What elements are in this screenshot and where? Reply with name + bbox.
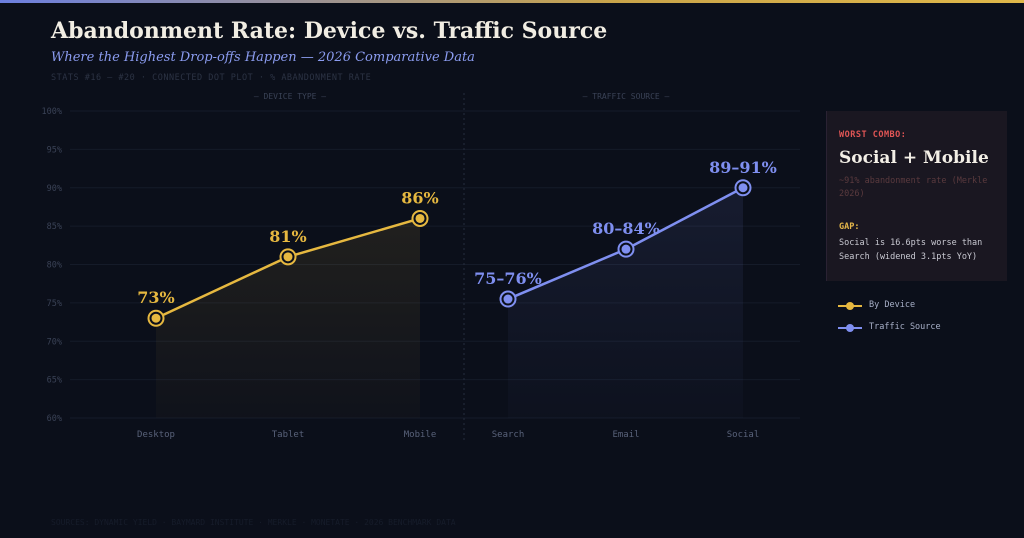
data-label: 75–76% (474, 269, 542, 288)
data-point (621, 244, 631, 254)
data-label: 86% (401, 188, 438, 207)
y-tick-label: 70% (47, 337, 62, 347)
series-area (508, 187, 743, 418)
callout-subtext: ~91% abandonment rate (Merkle 2026) (839, 176, 988, 199)
worst-combo-callout: WORST COMBO: Social + Mobile ~91% abando… (826, 111, 1007, 281)
callout-title: Social + Mobile (839, 148, 989, 168)
top-accent-bar (0, 0, 1024, 3)
y-tick-label: 85% (47, 222, 62, 232)
y-tick-label: 95% (47, 145, 62, 155)
legend-dot-swatch (846, 324, 854, 332)
data-point (283, 252, 293, 262)
y-tick-label: 100% (42, 107, 62, 117)
legend-dot-swatch (846, 302, 854, 310)
callout-heading: WORST COMBO: (839, 130, 907, 140)
data-label: 80–84% (592, 219, 660, 238)
legend-label-device: By Device (869, 300, 916, 310)
gap-text: Social is 16.6pts worse than Search (wid… (839, 238, 983, 262)
legend-label-traffic: Traffic Source (869, 322, 941, 332)
data-point (503, 294, 513, 304)
y-tick-label: 65% (47, 376, 62, 386)
group-heading: — TRAFFIC SOURCE — (583, 92, 670, 101)
data-label: 89–91% (709, 158, 777, 177)
group-heading: — DEVICE TYPE — (254, 92, 326, 101)
y-tick-label: 90% (47, 184, 62, 194)
page-subtitle: Where the Highest Drop-offs Happen — 202… (51, 50, 475, 65)
x-tick-label: Mobile (404, 430, 437, 440)
x-tick-label: Tablet (272, 430, 305, 440)
x-tick-label: Desktop (137, 430, 175, 440)
gap-heading: GAP: (839, 222, 860, 232)
y-tick-label: 80% (47, 261, 62, 271)
y-tick-label: 75% (47, 299, 62, 309)
data-label: 73% (137, 288, 174, 307)
x-tick-label: Email (612, 430, 639, 440)
y-tick-label: 60% (47, 414, 62, 424)
data-point (151, 313, 161, 323)
data-label: 81% (269, 227, 306, 246)
x-tick-label: Search (492, 430, 525, 440)
data-point (415, 213, 425, 223)
series-area (156, 218, 420, 418)
x-tick-label: Social (727, 430, 760, 440)
sources-footer: SOURCES: DYNAMIC YIELD · BAYMARD INSTITU… (51, 518, 456, 527)
meta-line: STATS #16 – #20 · CONNECTED DOT PLOT · %… (51, 73, 372, 83)
page-title: Abandonment Rate: Device vs. Traffic Sou… (51, 18, 608, 44)
data-point (738, 183, 748, 193)
